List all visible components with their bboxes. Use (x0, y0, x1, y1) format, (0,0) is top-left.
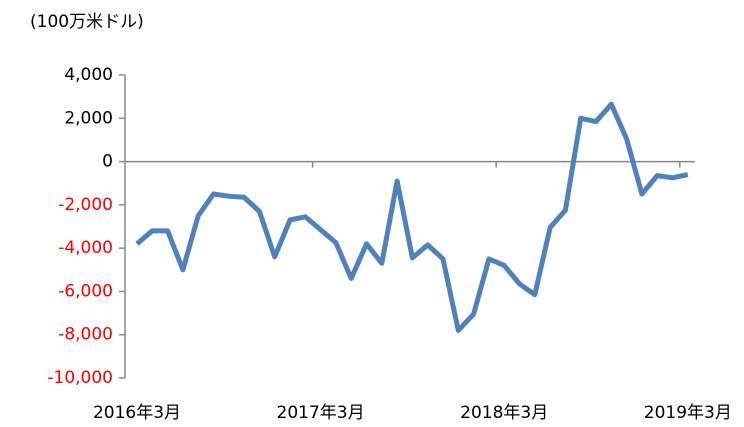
y-tick-label: -6,000 (58, 281, 113, 301)
y-tick-label: 4,000 (64, 65, 113, 85)
y-tick-label: -2,000 (58, 195, 113, 215)
line-series (135, 101, 689, 333)
y-tick-label: 2,000 (64, 108, 113, 128)
x-tick-label: 2019年3月 (644, 403, 732, 423)
y-tick-label: 0 (102, 152, 113, 172)
y-axis-label: (100万米ドル) (30, 12, 144, 32)
x-tick-label: 2016年3月 (93, 403, 181, 423)
y-tick-label: -8,000 (58, 325, 113, 345)
y-tick-label: -4,000 (58, 238, 113, 258)
x-tick-label: 2017年3月 (277, 403, 365, 423)
x-tick-label: 2018年3月 (460, 403, 548, 423)
y-tick-label: -10,000 (47, 368, 113, 388)
